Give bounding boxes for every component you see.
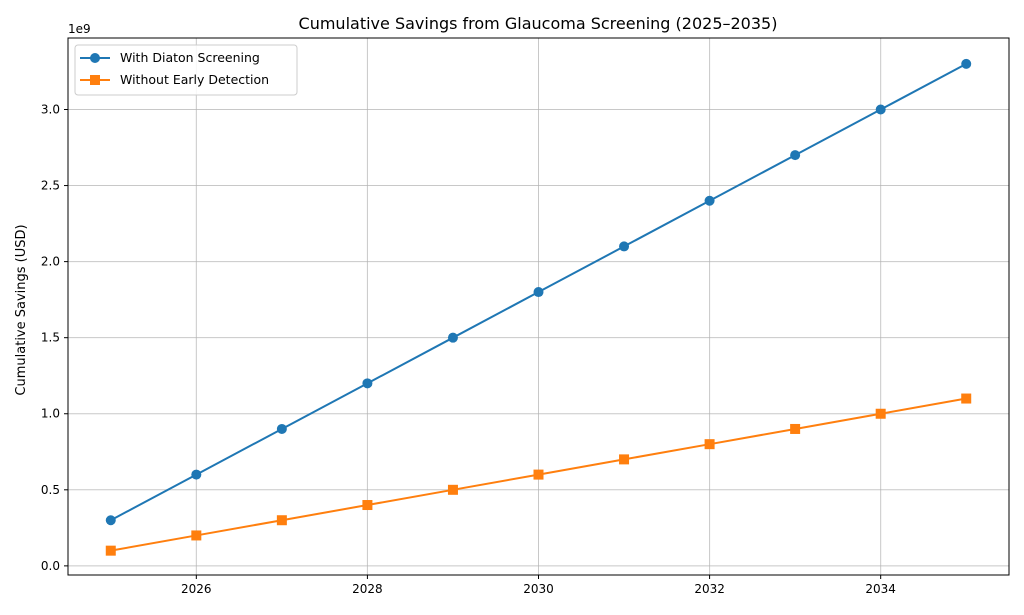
data-point	[191, 469, 202, 480]
legend-square-marker-icon	[90, 75, 100, 85]
y-tick-label: 1.5	[41, 331, 60, 345]
y-tick-label: 0.5	[41, 483, 60, 497]
data-point	[533, 469, 544, 480]
data-point	[961, 58, 972, 69]
data-point	[276, 423, 287, 434]
y-tick-label: 2.0	[41, 255, 60, 269]
x-tick-label: 2034	[865, 582, 896, 596]
data-point	[619, 454, 630, 465]
data-point	[790, 423, 801, 434]
y-offset-label: 1e9	[68, 22, 91, 36]
data-point	[875, 408, 886, 419]
data-point	[362, 500, 373, 511]
chart-title: Cumulative Savings from Glaucoma Screeni…	[299, 14, 778, 33]
x-tick-label: 2028	[352, 582, 383, 596]
data-point	[961, 393, 972, 404]
y-tick-label: 1.0	[41, 407, 60, 421]
legend-entry: With Diaton Screening	[120, 50, 260, 65]
legend-circle-marker-icon	[90, 53, 100, 63]
y-axis-label: Cumulative Savings (USD)	[14, 224, 29, 395]
x-tick-label: 2030	[523, 582, 554, 596]
data-point	[276, 515, 287, 526]
ticks: 2026 2028 2030 2032 2034 0.0 0.5 1.0 1.5 2.0 2.5 3.…	[41, 102, 896, 596]
data-point	[447, 484, 458, 495]
data-point	[790, 150, 801, 161]
data-point	[619, 241, 630, 252]
x-tick-label: 2026	[181, 582, 212, 596]
data-point	[875, 104, 886, 115]
x-tick-label: 2032	[694, 582, 725, 596]
data-point	[447, 332, 458, 343]
data-point	[704, 439, 715, 450]
legend: With Diaton Screening Without Early Dete…	[74, 44, 298, 96]
data-point	[105, 545, 116, 556]
plot-frame	[67, 37, 1010, 576]
legend-entry: Without Early Detection	[120, 72, 269, 87]
data-point	[191, 530, 202, 541]
series	[105, 58, 972, 556]
data-point	[105, 515, 116, 526]
y-tick-label: 2.5	[41, 179, 60, 193]
data-point	[533, 287, 544, 298]
y-tick-label: 0.0	[41, 559, 60, 573]
data-point	[704, 195, 715, 206]
y-tick-label: 3.0	[41, 102, 60, 116]
data-point	[362, 378, 373, 389]
grid	[68, 38, 1009, 575]
